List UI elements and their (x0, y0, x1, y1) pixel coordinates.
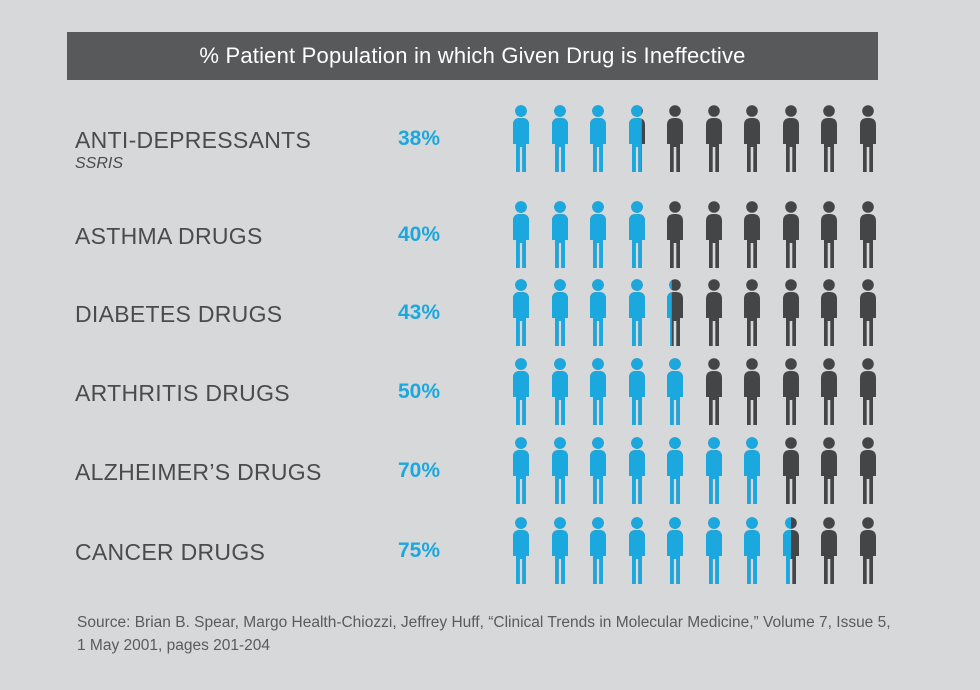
person-icon (821, 517, 837, 584)
row-label: CANCER DRUGS (75, 539, 266, 565)
person-icon-affected (628, 517, 645, 584)
person-icon (782, 358, 799, 425)
person-icon (744, 279, 760, 346)
person-icon (705, 358, 722, 425)
person-icon-affected (513, 517, 529, 584)
row-sublabel: SSRIS (75, 155, 124, 172)
row-anti-depressants: ANTI-DEPRESSANTS SSRIS 38% (0, 105, 980, 207)
person-icon (705, 279, 722, 346)
person-icon-affected (551, 279, 568, 346)
person-icon (744, 358, 760, 425)
row-label: DIABETES DRUGS (75, 301, 283, 327)
row-diabetes-drugs: DIABETES DRUGS 43% (0, 279, 980, 381)
row-asthma-drugs: ASTHMA DRUGS 40% (0, 201, 980, 303)
row-label: ARTHRITIS DRUGS (75, 380, 290, 406)
person-icon (859, 437, 876, 504)
person-icon (782, 201, 799, 268)
row-cancer-drugs: CANCER DRUGS 75% (0, 517, 980, 619)
person-icon-affected (667, 517, 683, 584)
person-icon-affected (667, 437, 683, 504)
person-icon (821, 279, 837, 346)
person-icon-affected (590, 358, 606, 425)
row-value-label: 40% (397, 223, 440, 246)
row-alzheimers-drugs: ALZHEIMER’S DRUGS 70% (0, 437, 980, 539)
person-icon (744, 201, 760, 268)
person-icon (667, 201, 683, 268)
chart-title: % Patient Population in which Given Drug… (67, 32, 878, 80)
person-icon-affected (590, 517, 606, 584)
row-value-label: 50% (397, 380, 440, 403)
person-icon-affected (590, 437, 606, 504)
row-value-label: 70% (397, 459, 440, 482)
person-icon-affected (705, 437, 722, 504)
person-icon (821, 201, 837, 268)
person-icon (705, 105, 722, 172)
person-icon (859, 358, 876, 425)
person-icon-affected (628, 201, 645, 268)
row-arthritis-drugs: ARTHRITIS DRUGS 50% (0, 358, 980, 460)
person-icon-affected (590, 201, 606, 268)
person-icon-affected (513, 358, 529, 425)
person-icon (782, 105, 799, 172)
person-icon (859, 517, 876, 584)
person-icon-affected (628, 279, 645, 346)
person-icon-affected (513, 279, 529, 346)
person-icon-affected (551, 105, 568, 172)
source-citation: Source: Brian B. Spear, Margo Health-Chi… (77, 614, 891, 654)
person-icon (821, 358, 837, 425)
person-icon (859, 279, 876, 346)
person-icon-affected (628, 105, 645, 172)
person-icon (667, 105, 683, 172)
person-icon-affected (744, 517, 760, 584)
person-icon-affected (628, 437, 645, 504)
person-icon-affected (705, 517, 722, 584)
person-icon (744, 105, 760, 172)
person-icon-affected (667, 358, 683, 425)
person-icon (782, 279, 799, 346)
person-icon (782, 437, 799, 504)
person-icon (821, 437, 837, 504)
person-icon (859, 105, 876, 172)
person-icon-affected (551, 437, 568, 504)
person-icon-affected (590, 279, 606, 346)
person-icon-affected (782, 517, 799, 584)
person-icon-affected (628, 358, 645, 425)
person-icon-affected (590, 105, 606, 172)
person-icon-affected (667, 279, 683, 346)
person-icon (821, 105, 837, 172)
person-icon (859, 201, 876, 268)
row-value-label: 43% (397, 301, 440, 324)
person-icon-affected (551, 201, 568, 268)
row-value-label: 75% (397, 539, 440, 562)
row-value-label: 38% (397, 127, 440, 150)
person-icon-affected (744, 437, 760, 504)
row-label: ALZHEIMER’S DRUGS (75, 459, 322, 485)
person-icon (705, 201, 722, 268)
person-icon-affected (513, 437, 529, 504)
person-icon-affected (551, 517, 568, 584)
person-icon-affected (513, 105, 529, 172)
person-icon-affected (551, 358, 568, 425)
row-label: ASTHMA DRUGS (75, 223, 263, 249)
row-label: ANTI-DEPRESSANTS (75, 127, 312, 153)
person-icon-affected (513, 201, 529, 268)
